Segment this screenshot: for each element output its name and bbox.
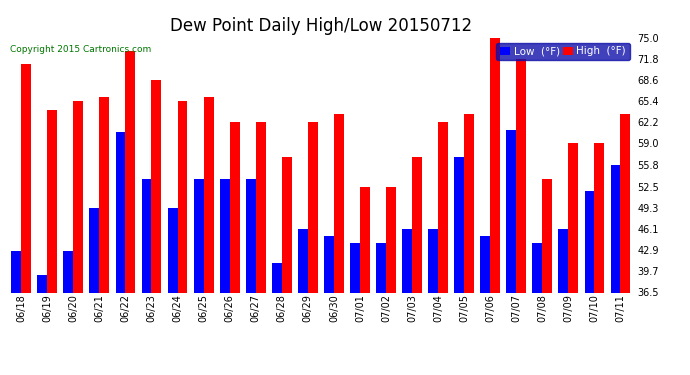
Bar [230,122,239,292]
Bar [37,274,48,292]
Bar [428,229,438,292]
Bar [516,59,526,292]
Bar [48,110,57,292]
Bar [73,101,83,292]
Bar [334,114,344,292]
Bar [360,186,370,292]
Bar [480,236,490,292]
Bar [63,251,73,292]
Bar [308,122,317,292]
Bar [412,157,422,292]
Bar [177,101,188,292]
Bar [219,179,230,292]
Bar [438,122,448,292]
Bar [611,165,620,292]
Bar [90,208,99,292]
Bar [21,64,31,292]
Bar [454,157,464,292]
Bar [272,263,282,292]
Bar [246,179,256,292]
Bar [324,236,334,292]
Bar [256,122,266,292]
Bar [194,179,204,292]
Title: Dew Point Daily High/Low 20150712: Dew Point Daily High/Low 20150712 [170,16,472,34]
Bar [464,114,474,292]
Bar [569,144,578,292]
Bar [594,144,604,292]
Bar [402,229,412,292]
Bar [542,179,552,292]
Bar [152,80,161,292]
Bar [282,157,292,292]
Bar [533,243,542,292]
Legend: Low  (°F), High  (°F): Low (°F), High (°F) [496,43,629,60]
Bar [558,229,569,292]
Bar [584,191,594,292]
Bar [350,243,360,292]
Bar [506,130,516,292]
Bar [620,114,631,292]
Bar [204,97,213,292]
Bar [386,186,396,292]
Bar [168,208,177,292]
Bar [490,38,500,292]
Bar [126,51,135,292]
Bar [298,229,308,292]
Bar [11,251,21,292]
Bar [376,243,386,292]
Bar [99,97,109,292]
Bar [141,179,152,292]
Text: Copyright 2015 Cartronics.com: Copyright 2015 Cartronics.com [10,45,151,54]
Bar [115,132,126,292]
